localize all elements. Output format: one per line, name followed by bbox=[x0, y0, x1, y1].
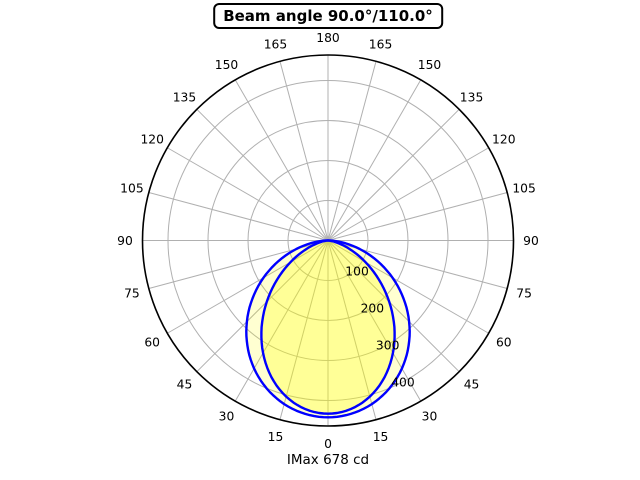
grid-radial-line bbox=[327, 61, 377, 241]
angle-tick-label: 120 bbox=[140, 132, 163, 146]
angle-tick-label: 135 bbox=[460, 90, 483, 104]
grid-radial-line bbox=[327, 240, 489, 334]
grid-radial-line bbox=[234, 79, 329, 241]
angle-tick-label: 90 bbox=[117, 234, 133, 248]
angle-tick-label: 105 bbox=[512, 181, 535, 195]
imax-label: IMax 678 cd bbox=[286, 452, 370, 468]
angle-tick-label: 150 bbox=[215, 58, 238, 72]
radial-tick-label: 300 bbox=[376, 338, 399, 352]
angle-tick-label: 75 bbox=[516, 286, 532, 300]
grid-radial-line bbox=[327, 147, 489, 241]
grid-radial-line bbox=[167, 147, 329, 241]
angle-tick-label: 135 bbox=[173, 90, 196, 104]
grid-radial-line bbox=[196, 240, 329, 373]
angle-tick-label: 90 bbox=[523, 234, 539, 248]
radial-tick-label: 200 bbox=[361, 301, 384, 315]
angle-tick-label: 45 bbox=[177, 377, 193, 391]
angle-tick-label: 30 bbox=[422, 410, 438, 424]
grid-radial-line bbox=[327, 240, 460, 373]
angle-tick-label: 150 bbox=[418, 58, 441, 72]
lobe-curve-beam-110 bbox=[245, 239, 411, 419]
angle-tick-label: 165 bbox=[369, 38, 392, 52]
grid-radial-line bbox=[327, 108, 460, 241]
grid-radial-line bbox=[167, 240, 329, 334]
grid-radial-line bbox=[327, 79, 422, 241]
angle-tick-label: 75 bbox=[124, 286, 140, 300]
angle-tick-label: 105 bbox=[120, 181, 143, 195]
grid-radial-line bbox=[327, 240, 377, 420]
grid-radial-line bbox=[234, 240, 329, 402]
grid-radial-line bbox=[327, 240, 422, 402]
angle-tick-label: 60 bbox=[496, 335, 512, 349]
angle-tick-label: 0 bbox=[324, 437, 332, 451]
grid-radial-line bbox=[279, 240, 329, 420]
angle-tick-label: 165 bbox=[264, 38, 287, 52]
lobe-fill-beam-110 bbox=[246, 240, 410, 418]
lobe-curve-beam-90 bbox=[260, 239, 396, 415]
grid-radial-line bbox=[148, 192, 329, 241]
angle-tick-label: 180 bbox=[316, 31, 339, 45]
radial-tick-label: 400 bbox=[391, 375, 414, 389]
radial-tick-label: 100 bbox=[345, 264, 368, 278]
angle-tick-label: 45 bbox=[464, 377, 480, 391]
angle-tick-label: 30 bbox=[219, 410, 235, 424]
angle-tick-label: 15 bbox=[268, 430, 284, 444]
angle-tick-label: 15 bbox=[373, 430, 389, 444]
lobe-fill-beam-90 bbox=[261, 240, 395, 414]
angle-tick-label: 60 bbox=[144, 335, 160, 349]
angle-tick-label: 120 bbox=[492, 132, 515, 146]
grid-radial-line bbox=[327, 192, 508, 241]
grid-radial-line bbox=[196, 108, 329, 241]
polar-outer-circle bbox=[141, 54, 515, 427]
chart-title: Beam angle 90.0°/110.0° bbox=[213, 3, 443, 29]
grid-radial-line bbox=[279, 61, 329, 241]
